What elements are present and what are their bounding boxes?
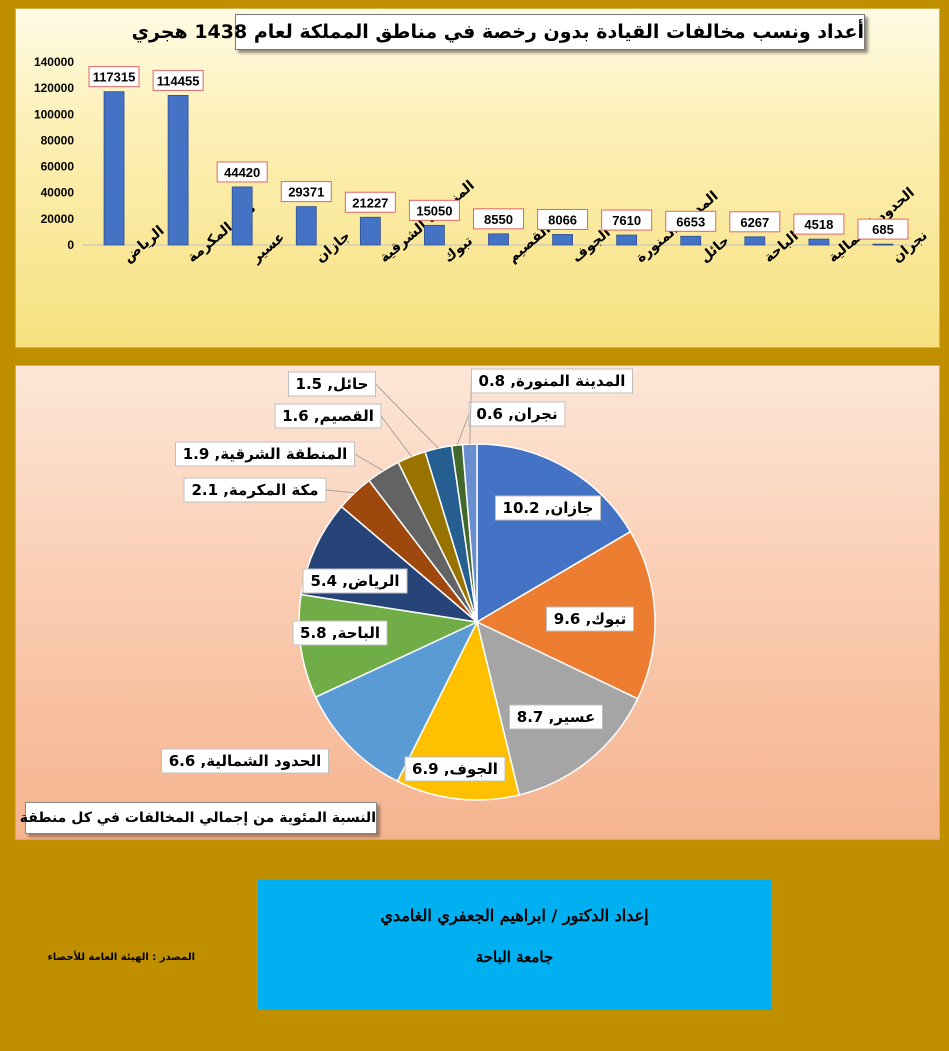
pie-slice <box>476 443 632 624</box>
y-tick-label: 140000 <box>34 55 74 69</box>
leader-line <box>380 415 412 457</box>
data-label: 8550 <box>484 212 513 227</box>
slice-label: مكة المكرمة, 2.1 <box>191 481 318 499</box>
y-tick-label: 60000 <box>41 160 75 174</box>
slice-label: الباحة, 5.8 <box>300 624 380 642</box>
y-tick-label: 0 <box>67 238 74 252</box>
bar <box>424 224 445 246</box>
slice-label-box <box>471 368 633 394</box>
slice-label-box <box>302 568 408 594</box>
data-label-box <box>280 181 332 203</box>
pie-slice <box>396 619 521 801</box>
bar <box>872 243 894 246</box>
leader-line <box>325 489 355 494</box>
data-label: 15050 <box>416 203 452 218</box>
slice-label: حائل, 1.5 <box>296 375 369 393</box>
data-label-box <box>216 161 268 183</box>
bar <box>552 234 573 246</box>
bar <box>488 233 509 246</box>
pie-chart-caption: النسبة المئوية من إجمالي المخالفات في كل… <box>20 802 377 834</box>
slice-label-box <box>495 495 601 521</box>
bar-chart-title: أعداد ونسب مخالفات القيادة بدون رخصة في … <box>132 14 865 50</box>
slice-label: نجران, 0.6 <box>476 405 557 423</box>
author-credit: إعداد الدكتور / ابراهيم الجعفري الغامدي <box>380 906 649 925</box>
bar <box>680 235 702 246</box>
slice-label: تبوك, 9.6 <box>554 610 626 628</box>
slice-label-box <box>468 401 566 427</box>
slice-label-box <box>183 477 327 503</box>
data-label: 8066 <box>548 212 577 227</box>
slice-label-box <box>292 620 388 646</box>
leader-line <box>354 453 384 472</box>
slice-label: الجوف, 6.9 <box>412 760 498 778</box>
slice-label: المنطقة الشرقية, 1.9 <box>183 445 348 463</box>
data-label-box <box>473 208 524 230</box>
data-label: 117315 <box>93 70 136 85</box>
y-tick-label: 40000 <box>41 186 75 200</box>
data-label-box <box>408 199 460 221</box>
pie-chart: جازان, 10.2 تبوك, 9.6 عسير, 8.7 الجوف, 6.9 ا… <box>161 368 656 801</box>
slice-label: الرياض, 5.4 <box>310 572 399 590</box>
slice-label-box <box>161 748 329 774</box>
data-label-box <box>665 210 717 232</box>
data-label: 4518 <box>804 217 833 232</box>
data-label-box <box>537 208 589 230</box>
slice-label: جازان, 10.2 <box>503 499 594 517</box>
y-tick-label: 120000 <box>34 81 74 95</box>
data-label: 6267 <box>740 215 769 230</box>
bar <box>616 234 638 246</box>
leader-line <box>375 383 439 449</box>
bar <box>231 186 253 246</box>
data-label-box <box>152 69 204 91</box>
slice-label-box <box>274 403 382 429</box>
y-tick-label: 80000 <box>41 133 75 147</box>
slice-label-box <box>288 371 376 397</box>
slice-label-box <box>404 756 506 782</box>
source-note: المصدر : الهيئة العامة للأحصاء <box>47 952 195 963</box>
bar <box>167 94 189 246</box>
slice-label-box <box>546 606 634 632</box>
data-label: 114455 <box>157 73 200 88</box>
slice-label: المدينة المنورة, 0.8 <box>479 372 626 390</box>
slice-label: الحدود الشمالية, 6.6 <box>169 752 322 770</box>
university-credit: جامعة الباحة <box>475 948 554 966</box>
slice-label-box <box>175 441 355 467</box>
pie-slice <box>298 593 480 699</box>
y-tick-label: 20000 <box>41 212 75 226</box>
leader-line <box>456 413 470 446</box>
bar <box>295 206 317 246</box>
data-label: 29371 <box>288 185 324 200</box>
data-label: 7610 <box>612 213 641 228</box>
bar <box>103 91 125 246</box>
bar-chart: 0 20000 40000 60000 80000 100000 120000 140000 1… <box>34 55 931 267</box>
bar <box>744 236 766 246</box>
data-label-box <box>857 218 909 240</box>
y-tick-label: 100000 <box>34 107 74 121</box>
credits-box: إعداد الدكتور / ابراهيم الجعفري الغامدي … <box>258 880 771 1010</box>
data-label-box <box>88 66 140 88</box>
bar <box>808 238 830 246</box>
slice-label: القصيم, 1.6 <box>282 407 374 425</box>
data-label: 21227 <box>352 195 388 210</box>
data-label: 44420 <box>224 165 260 180</box>
bar <box>359 216 381 246</box>
slice-label-box <box>509 704 603 730</box>
slice-label: عسير, 8.7 <box>517 708 595 726</box>
data-label-box <box>344 191 396 213</box>
data-label-box <box>601 209 653 231</box>
data-label-box <box>729 211 781 233</box>
pie-slice <box>314 620 479 783</box>
data-label: 685 <box>872 222 894 237</box>
data-label: 6653 <box>676 214 705 229</box>
data-label-box <box>793 213 845 235</box>
